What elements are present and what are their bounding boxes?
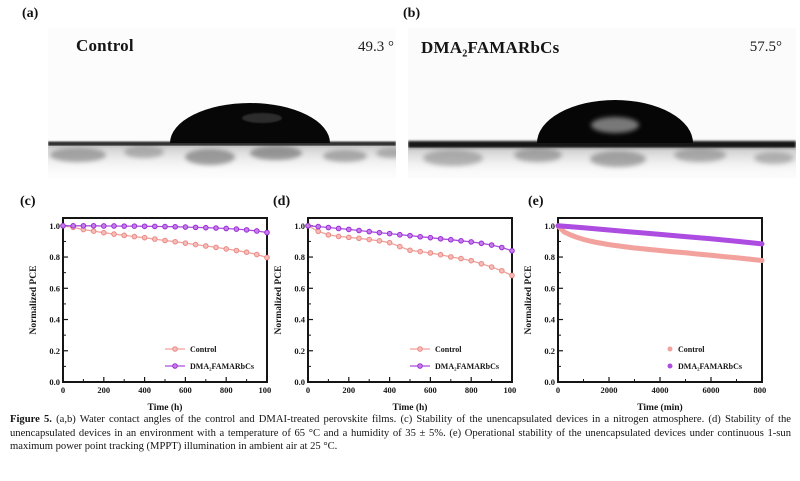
svg-text:0.4: 0.4 — [544, 315, 555, 325]
svg-text:800: 800 — [220, 385, 233, 395]
svg-text:0: 0 — [306, 385, 310, 395]
svg-text:0.4: 0.4 — [294, 315, 305, 325]
svg-text:0.6: 0.6 — [544, 283, 555, 293]
svg-text:600: 600 — [424, 385, 437, 395]
contact-angle-photo-treated: DMA₂FAMARbCs 57.5° — [408, 28, 796, 178]
svg-text:400: 400 — [138, 385, 151, 395]
svg-text:DMA₂FAMARbCs: DMA₂FAMARbCs — [678, 362, 742, 371]
svg-text:800: 800 — [465, 385, 478, 395]
svg-text:DMA₂FAMARbCs: DMA₂FAMARbCs — [190, 362, 254, 371]
svg-text:0: 0 — [556, 385, 560, 395]
svg-text:0.8: 0.8 — [544, 252, 555, 262]
figure-caption: Figure 5. (a,b) Water contact angles of … — [10, 413, 791, 454]
panel-e-label: (e) — [528, 194, 544, 209]
svg-text:DMA₂FAMARbCs: DMA₂FAMARbCs — [435, 362, 499, 371]
svg-text:0.8: 0.8 — [294, 252, 305, 262]
svg-text:0.0: 0.0 — [49, 377, 60, 387]
svg-text:Time (min): Time (min) — [637, 402, 682, 413]
svg-text:200: 200 — [342, 385, 355, 395]
svg-text:0.0: 0.0 — [544, 377, 555, 387]
svg-text:200: 200 — [97, 385, 110, 395]
svg-text:Normalized PCE: Normalized PCE — [274, 266, 284, 335]
svg-text:2000: 2000 — [601, 385, 618, 395]
water-droplet-image-control — [48, 28, 396, 178]
panel-c-label: (c) — [20, 194, 36, 209]
svg-text:0.4: 0.4 — [49, 315, 60, 325]
water-droplet-image-treated — [408, 28, 796, 178]
panel-a-label: (a) — [22, 6, 39, 21]
svg-text:0.0: 0.0 — [294, 377, 305, 387]
svg-text:Control: Control — [435, 345, 462, 354]
caption-text: (a,b) Water contact angles of the contro… — [10, 414, 791, 453]
photo-a-angle-value: 49.3 ° — [358, 39, 394, 55]
panel-d-label: (d) — [273, 194, 291, 209]
svg-text:Time (h): Time (h) — [148, 402, 183, 413]
svg-text:1.0: 1.0 — [294, 221, 305, 231]
svg-text:0.6: 0.6 — [49, 283, 60, 293]
caption-figure-number: Figure 5. — [10, 414, 52, 425]
svg-text:0: 0 — [61, 385, 65, 395]
svg-text:Control: Control — [190, 345, 217, 354]
svg-text:600: 600 — [179, 385, 192, 395]
svg-text:0.2: 0.2 — [544, 346, 555, 356]
svg-text:0.6: 0.6 — [294, 283, 305, 293]
svg-text:Control: Control — [678, 345, 705, 354]
svg-text:Normalized PCE: Normalized PCE — [524, 266, 534, 335]
photo-a-title: Control — [76, 36, 134, 55]
photo-b-title: DMA₂FAMARbCs — [421, 38, 560, 57]
photo-b-angle-value: 57.5° — [749, 39, 782, 55]
contact-angle-photo-control: Control 49.3 ° — [48, 28, 396, 178]
svg-text:0.2: 0.2 — [49, 346, 60, 356]
svg-text:Normalized PCE: Normalized PCE — [29, 266, 39, 335]
svg-text:1.0: 1.0 — [49, 221, 60, 231]
svg-text:0.2: 0.2 — [294, 346, 305, 356]
panel-b-label: (b) — [403, 6, 421, 21]
svg-text:4000: 4000 — [652, 385, 669, 395]
svg-text:400: 400 — [383, 385, 396, 395]
svg-text:1.0: 1.0 — [544, 221, 555, 231]
svg-text:0.8: 0.8 — [49, 252, 60, 262]
svg-text:Time (h): Time (h) — [393, 402, 428, 413]
svg-text:6000: 6000 — [703, 385, 720, 395]
